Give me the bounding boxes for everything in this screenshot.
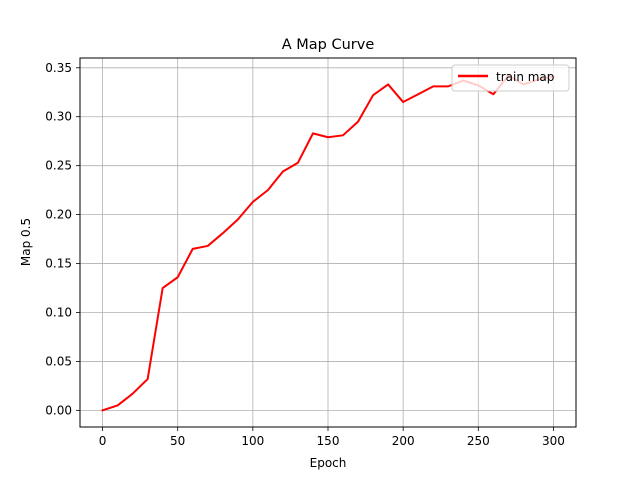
y-tick-label: 0.25 <box>45 159 72 173</box>
x-tick-label: 0 <box>99 434 107 448</box>
y-tick-label: 0.20 <box>45 208 72 222</box>
x-tick-label: 150 <box>317 434 340 448</box>
y-tick-label: 0.30 <box>45 110 72 124</box>
legend-label-train-map: train map <box>496 70 554 84</box>
y-tick-label: 0.00 <box>45 403 72 417</box>
chart-title: A Map Curve <box>282 37 375 53</box>
legend-box <box>451 64 570 92</box>
legend: train map <box>451 64 570 92</box>
y-tick-label: 0.10 <box>45 305 72 319</box>
y-tick-label: 0.35 <box>45 61 72 75</box>
y-tick-label: 0.15 <box>45 257 72 271</box>
grid-lines <box>80 58 576 427</box>
y-axis-label: Map 0.5 <box>19 218 33 266</box>
x-tick-label: 250 <box>467 434 490 448</box>
y-tick-label: 0.05 <box>45 354 72 368</box>
axis-ticks: 0 50 100 150 200 250 300 0.00 0.05 0.10 0.15 0.20 0.… <box>45 61 565 448</box>
x-tick-label: 100 <box>241 434 264 448</box>
x-axis-label: Epoch <box>310 456 347 470</box>
x-tick-label: 300 <box>542 434 565 448</box>
x-tick-label: 200 <box>392 434 415 448</box>
x-tick-label: 50 <box>170 434 185 448</box>
